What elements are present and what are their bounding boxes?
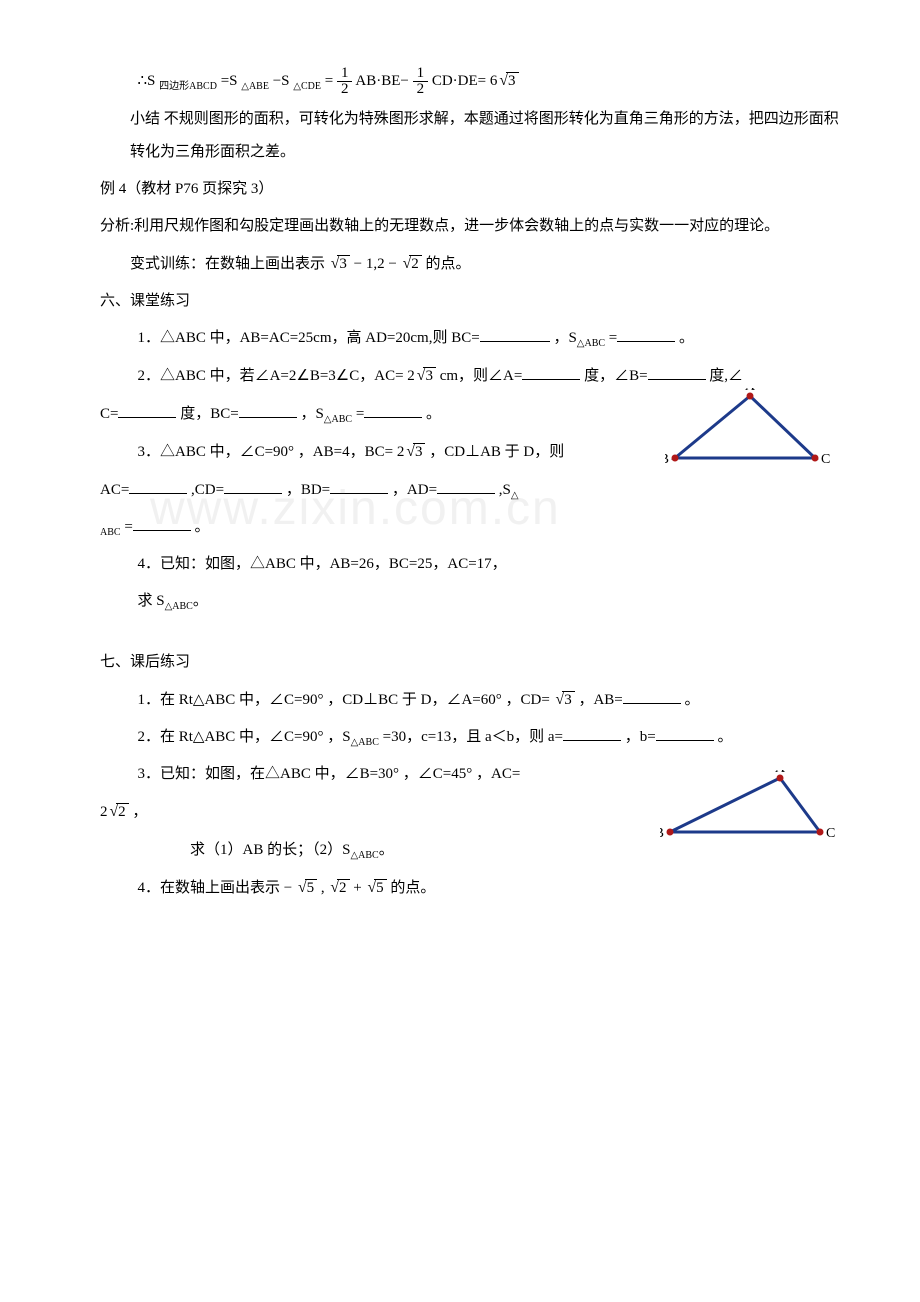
q3-line2: www.zixin.com.cn AC= ,CD= ，BD= ，AD= ,S△ xyxy=(100,474,840,507)
sqrt-2-c: 2 xyxy=(328,871,349,906)
fraction-half-2: 1 2 xyxy=(413,66,429,97)
section7-heading: 七、课后练习 xyxy=(100,646,840,679)
blank xyxy=(239,400,297,418)
sqrt-5-a: 5 xyxy=(296,871,317,906)
r2: 2．在 Rt△ABC 中，∠C=90° ，S△ABC =30，c=13，且 a＜… xyxy=(100,721,840,754)
blank xyxy=(224,476,282,494)
r3-line3: 求（1）AB 的长；（2）S△ABC。 xyxy=(100,834,840,867)
summary-text: 小结 不规则图形的面积，可转化为特殊图形求解，本题通过将图形转化为直角三角形的方… xyxy=(100,103,840,169)
sqrt-3-e: 3 xyxy=(554,683,575,718)
q2-line2: C= 度，BC= ，S△ABC = 。 A B C xyxy=(100,398,840,431)
r1: 1．在 Rt△ABC 中，∠C=90° ，CD⊥BC 于 D，∠A=60° ，C… xyxy=(100,683,840,718)
fraction-half-1: 1 2 xyxy=(337,66,353,97)
variant-training: 变式训练：在数轴上画出表示 3 − 1,2 − 2 的点。 xyxy=(100,247,840,282)
blank xyxy=(648,363,706,381)
q4-line2: 求 S△ABC。 xyxy=(100,585,840,618)
blank xyxy=(437,476,495,494)
blank xyxy=(118,400,176,418)
r3-line2: 22 ， xyxy=(100,795,840,830)
sqrt-5-b: 5 xyxy=(366,871,387,906)
q4-line1: 4．已知：如图，△ABC 中，AB=26，BC=25，AC=17， xyxy=(100,548,840,581)
svg-text:A: A xyxy=(775,770,786,776)
blank xyxy=(480,325,550,343)
example4-title: 例 4（教材 P76 页探究 3） xyxy=(100,173,840,206)
sqrt-2-a: 2 xyxy=(401,247,422,282)
q3-line3: ABC = 。 xyxy=(100,511,840,544)
spacer xyxy=(100,622,840,642)
sqrt-2-b: 2 xyxy=(108,795,129,830)
therefore: ∴S xyxy=(138,73,156,89)
blank xyxy=(129,476,187,494)
sqrt-3-d: 3 xyxy=(404,435,425,470)
q1: 1．△ABC 中，AB=AC=25cm，高 AD=20cm,则 BC= ，S△A… xyxy=(100,322,840,355)
watermark-text: www.zixin.com.cn xyxy=(150,456,561,562)
blank xyxy=(364,400,422,418)
blank xyxy=(133,513,191,531)
blank xyxy=(330,476,388,494)
blank xyxy=(623,686,681,704)
formula-result: ∴S 四边形ABCD =S △ABE −S △CDE = 1 2 AB·BE− … xyxy=(100,64,840,99)
sqrt-3-c: 3 xyxy=(415,359,436,394)
svg-text:A: A xyxy=(745,388,756,394)
example4-analysis: 分析:利用尺规作图和勾股定理画出数轴上的无理数点，进一步体会数轴上的点与实数一一… xyxy=(100,210,840,243)
sub-quad: 四边形ABCD xyxy=(159,81,217,92)
blank xyxy=(522,363,580,381)
r4: 4．在数轴上画出表示 − 5 , 2 + 5 的点。 xyxy=(100,871,840,906)
sqrt-3: 3 xyxy=(497,64,518,99)
sqrt-3-b: 3 xyxy=(329,247,350,282)
q3-line1: 3．△ABC 中，∠C=90° ，AB=4，BC= 23 ，CD⊥AB 于 D，… xyxy=(100,435,840,470)
r3-line1: 3．已知：如图，在△ABC 中，∠B=30° ，∠C=45° ，AC= A B … xyxy=(100,758,840,791)
blank xyxy=(617,325,675,343)
section6-heading: 六、课堂练习 xyxy=(100,285,840,318)
blank xyxy=(656,724,714,742)
blank xyxy=(563,724,621,742)
